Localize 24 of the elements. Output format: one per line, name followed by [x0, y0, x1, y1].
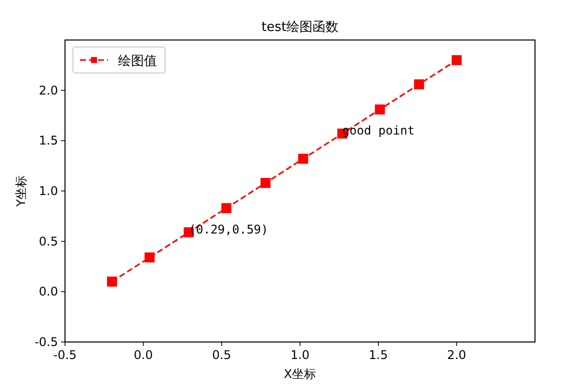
- point: [221, 203, 232, 214]
- point: [107, 276, 117, 287]
- legend-label: 绘图值: [118, 54, 157, 69]
- x-tick-label: -0.5: [53, 348, 77, 362]
- point: [298, 154, 308, 164]
- y-tick-label: 0.5: [38, 234, 58, 248]
- x-tick-label: 0.5: [212, 348, 232, 362]
- point: [260, 178, 271, 188]
- y-tick-label: 2.0: [38, 83, 58, 98]
- x-tick-label: 1.5: [368, 348, 388, 362]
- y-tick-label: 1.0: [38, 184, 58, 198]
- x-tick-label: 0.0: [134, 348, 153, 362]
- point: [374, 104, 385, 114]
- x-tick-label: 2.0: [447, 348, 466, 362]
- chart-title: test绘图函数: [262, 20, 338, 35]
- y-tick-label: -0.5: [34, 335, 58, 349]
- y-tick-label: 1.5: [38, 134, 58, 148]
- y-axis-title: Y坐标: [14, 175, 28, 208]
- point: [414, 79, 424, 90]
- y-tick-label: 0.0: [38, 284, 58, 299]
- x-axis-title: X坐标: [284, 367, 316, 381]
- point: [144, 252, 155, 262]
- x-tick-label: 1.0: [290, 348, 310, 362]
- point: [452, 55, 462, 66]
